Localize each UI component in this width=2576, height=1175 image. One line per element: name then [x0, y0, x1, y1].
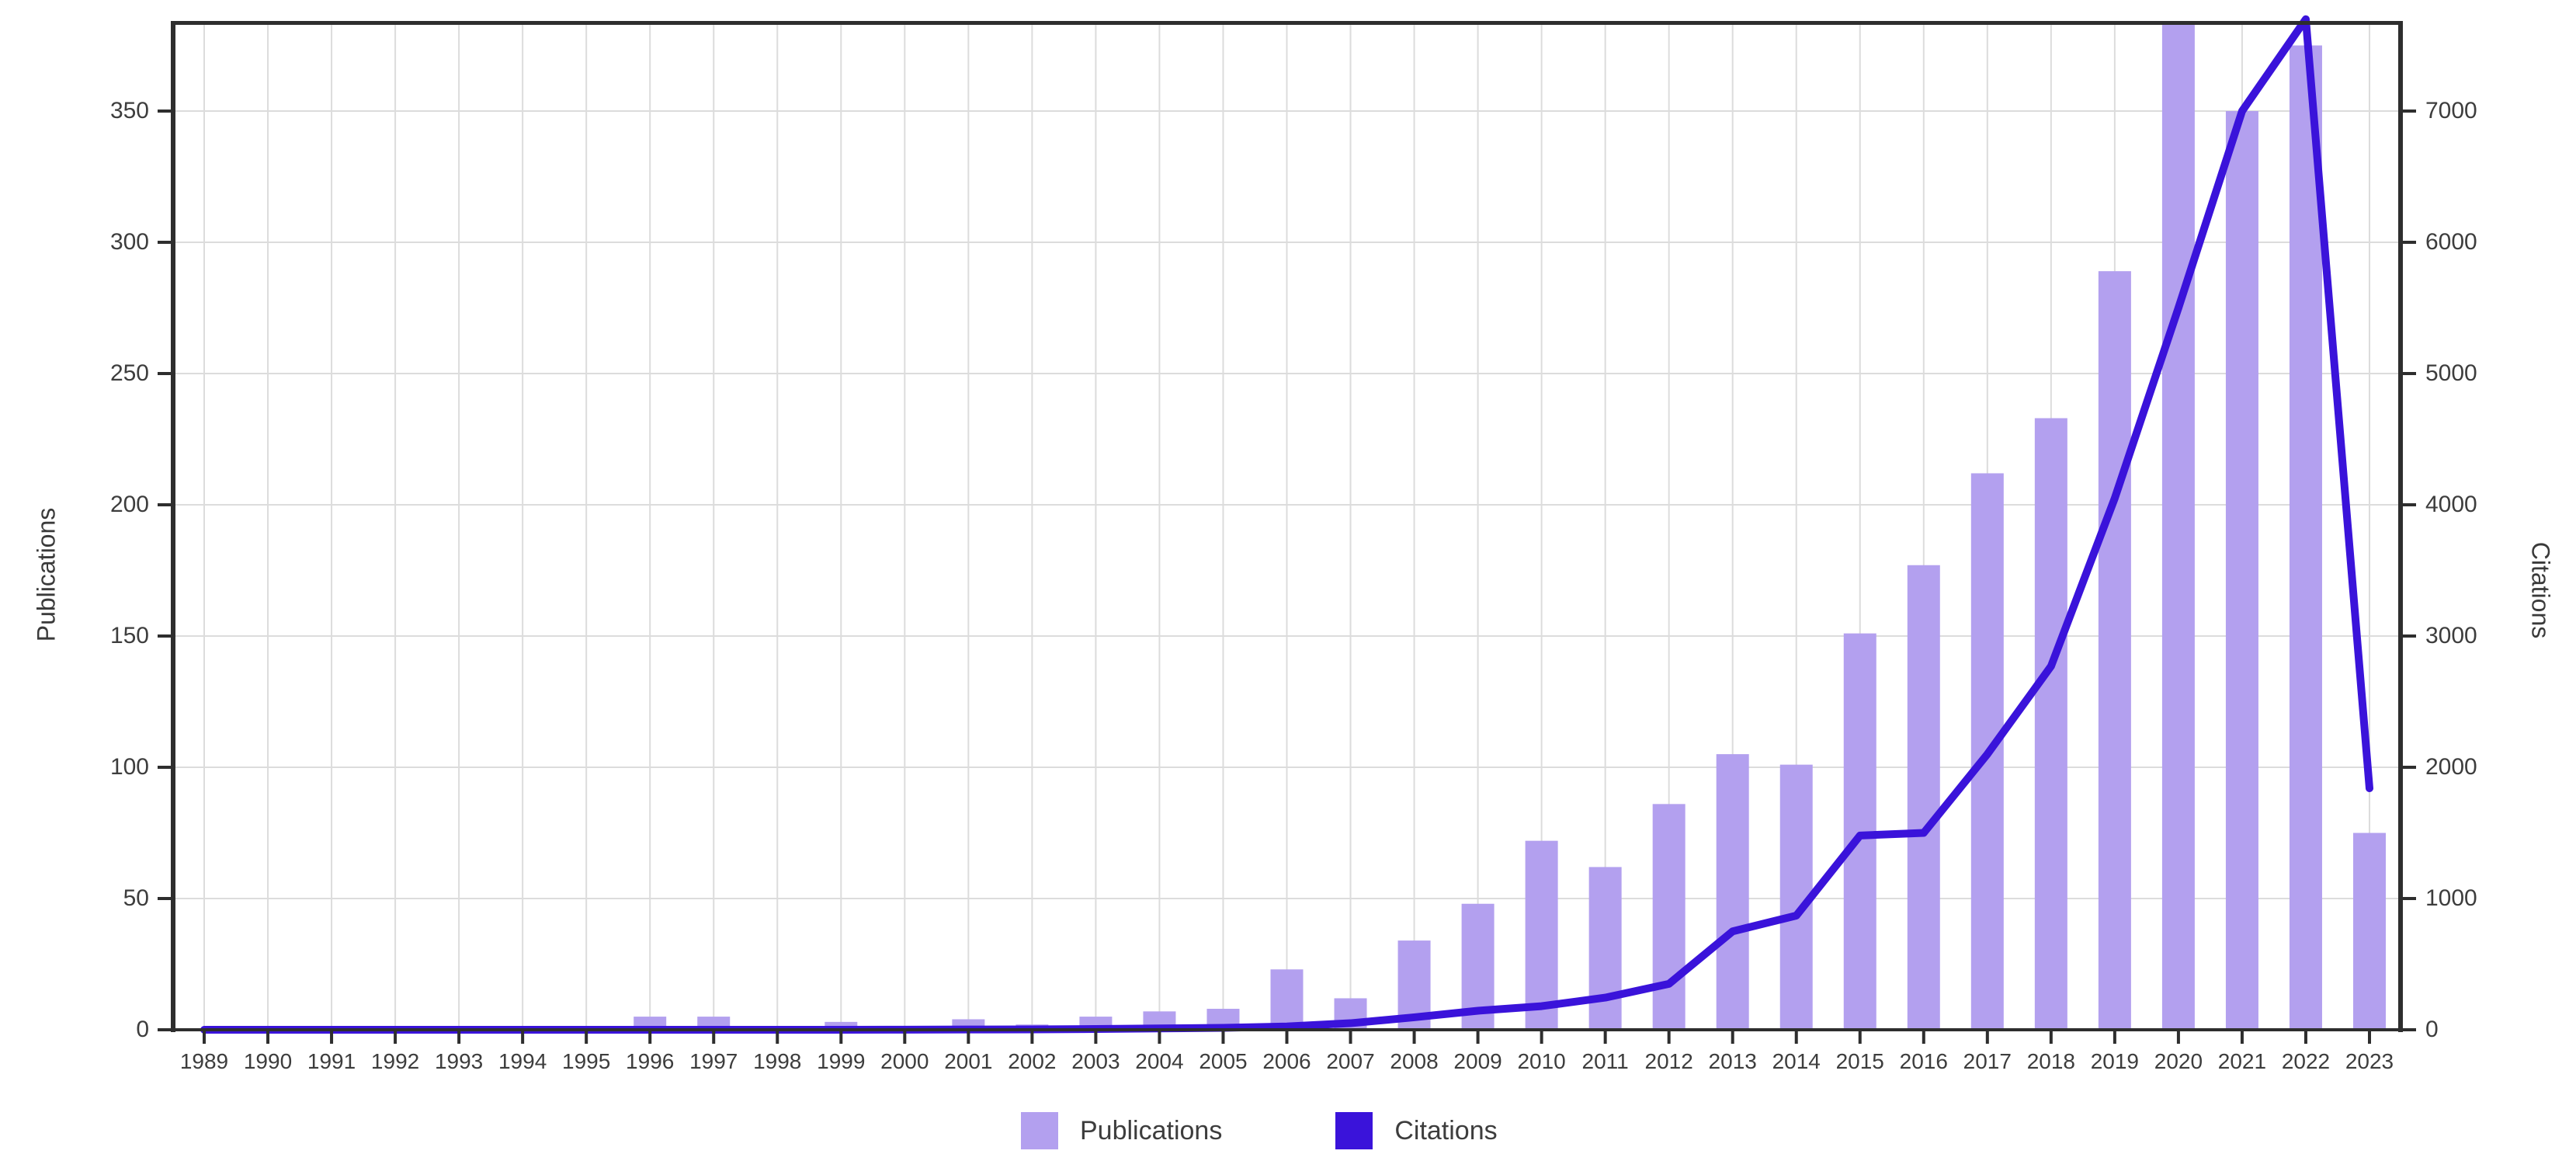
x-axis-year-label: 2000 — [880, 1049, 929, 1073]
x-axis-year-label: 2020 — [2154, 1049, 2203, 1073]
right-axis-tick-label: 7000 — [2425, 98, 2477, 123]
right-axis-tick-label: 5000 — [2425, 360, 2477, 386]
x-axis-year-label: 1993 — [434, 1049, 484, 1073]
publications-legend-label: Publications — [1080, 1115, 1223, 1145]
publications-bar — [2161, 23, 2195, 1030]
citations-swatch-icon — [1335, 1112, 1373, 1149]
right-axis-line — [2398, 21, 2403, 1032]
x-axis-year-label: 2006 — [1262, 1049, 1311, 1073]
x-axis-year-label: 2013 — [1708, 1049, 1757, 1073]
top-border — [171, 21, 2403, 25]
x-axis-year-label: 2016 — [1899, 1049, 1948, 1073]
x-axis-year-label: 2001 — [944, 1049, 993, 1073]
left-axis-tick-label: 250 — [109, 360, 149, 386]
x-axis-year-label: 2012 — [1644, 1049, 1693, 1073]
publications-bar — [1270, 969, 1304, 1030]
x-axis-year-label: 2011 — [1581, 1049, 1629, 1073]
x-axis-year-label: 1989 — [179, 1049, 229, 1073]
publications-bar — [2353, 833, 2386, 1030]
x-axis-year-label: 2007 — [1326, 1049, 1375, 1073]
publications-bar — [2034, 418, 2067, 1030]
x-axis-year-label: 2021 — [2217, 1049, 2267, 1073]
x-axis-year-label: 1997 — [689, 1049, 738, 1073]
x-axis-year-label: 2003 — [1071, 1049, 1120, 1073]
x-axis-year-label: 1992 — [370, 1049, 420, 1073]
right-axis-tick-label: 3000 — [2425, 623, 2477, 648]
left-axis-tick-label: 100 — [109, 754, 149, 780]
x-axis-year-label: 1999 — [817, 1049, 866, 1073]
x-axis-year-label: 2022 — [2281, 1049, 2331, 1073]
publications-bar — [825, 1021, 858, 1030]
x-axis-year-label: 2019 — [2090, 1049, 2140, 1073]
x-axis-year-label: 2009 — [1453, 1049, 1502, 1073]
publications-bar — [1652, 804, 1686, 1030]
right-axis-tick-label: 1000 — [2425, 885, 2477, 911]
x-axis-year-label: 2002 — [1008, 1049, 1057, 1073]
left-axis-title: Publications — [32, 507, 61, 642]
x-axis-year-label: 2018 — [2026, 1049, 2075, 1073]
x-axis-year-label: 2005 — [1199, 1049, 1248, 1073]
x-axis-year-label: 2015 — [1835, 1049, 1884, 1073]
publications-bar — [1588, 867, 1622, 1030]
x-axis-year-label: 1996 — [626, 1049, 675, 1073]
x-axis-year-label: 1998 — [753, 1049, 802, 1073]
x-axis-year-label: 2017 — [1963, 1049, 2012, 1073]
publications-bar — [2225, 111, 2258, 1030]
left-axis-tick-label: 350 — [109, 98, 149, 123]
left-axis-tick-label: 200 — [109, 492, 149, 517]
publications-bar — [1525, 840, 1558, 1030]
right-axis-tick-label: 2000 — [2425, 754, 2477, 780]
publications-swatch-icon — [1021, 1112, 1058, 1149]
right-axis-tick-label: 4000 — [2425, 492, 2477, 517]
x-axis-year-label: 1994 — [498, 1049, 547, 1073]
x-axis-year-label: 2008 — [1390, 1049, 1439, 1073]
legend-citations: Citations — [1335, 1112, 1498, 1149]
left-axis-line — [171, 21, 175, 1032]
x-axis-year-label: 1990 — [243, 1049, 293, 1073]
x-axis-year-label: 1991 — [307, 1049, 356, 1073]
x-axis-year-label: 2014 — [1772, 1049, 1821, 1073]
right-axis-tick-label: 6000 — [2425, 229, 2477, 255]
x-axis-year-label: 2023 — [2345, 1049, 2394, 1073]
legend: Publications Citations — [1021, 1112, 1498, 1149]
x-axis-year-label: 2004 — [1135, 1049, 1184, 1073]
publications-bar — [1716, 754, 1749, 1030]
legend-publications: Publications — [1021, 1112, 1222, 1149]
right-axis-tick-label: 0 — [2425, 1017, 2439, 1042]
x-axis-year-label: 2010 — [1517, 1049, 1566, 1073]
publications-bar — [2098, 271, 2131, 1030]
left-axis-tick-label: 300 — [109, 229, 149, 255]
publications-bar — [1907, 565, 1940, 1030]
left-axis-tick-label: 150 — [109, 623, 149, 648]
publications-bar — [2289, 45, 2322, 1030]
left-axis-tick-label: 50 — [123, 885, 149, 911]
left-axis-tick-label: 0 — [136, 1017, 149, 1042]
citations-legend-label: Citations — [1394, 1115, 1498, 1145]
x-axis-year-label: 1995 — [562, 1049, 611, 1073]
